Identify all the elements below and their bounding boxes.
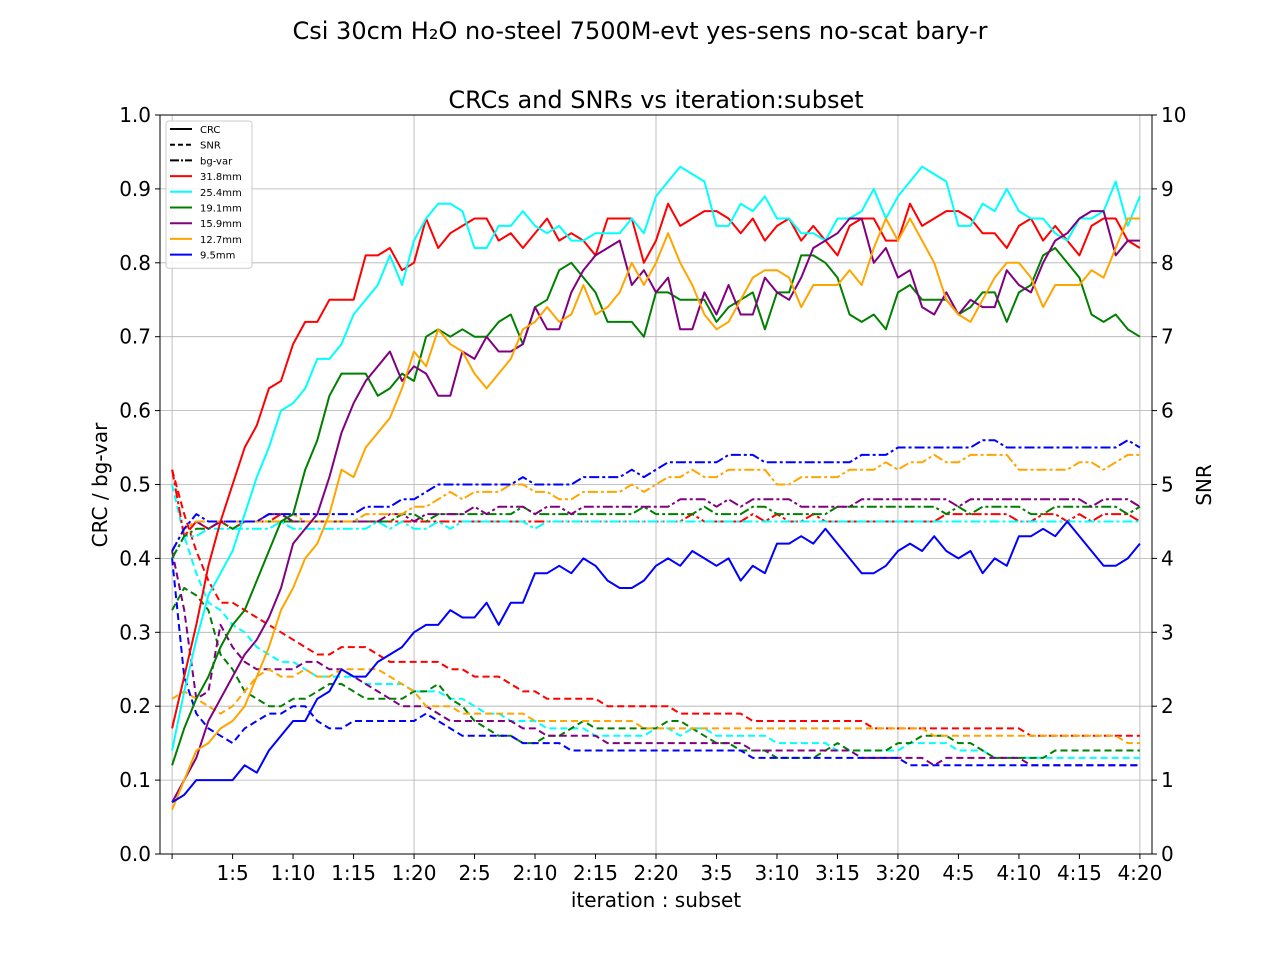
y-tick-label-left: 0.0 xyxy=(119,842,151,866)
y-tick-label-right: 0 xyxy=(1161,842,1174,866)
x-tick-label: 2:20 xyxy=(634,861,679,885)
y-axis-label-left: CRC / bg-var xyxy=(88,422,112,547)
legend-box xyxy=(165,120,253,269)
legend-label-9.5mm: 9.5mm xyxy=(200,251,235,262)
snr-line-12.7mm xyxy=(171,668,1140,745)
legend-label-25.4mm: 25.4mm xyxy=(200,188,242,199)
x-tick-label: 1:10 xyxy=(271,861,316,885)
x-tick-label: 1:20 xyxy=(392,861,437,885)
x-axis-label: iteration : subset xyxy=(571,888,741,912)
snr-line-9.5mm xyxy=(171,558,1140,767)
series-lines xyxy=(171,165,1141,811)
y-tick-label-left: 0.7 xyxy=(119,325,151,349)
snr-line-15.9mm xyxy=(171,550,1140,767)
y-tick-label-right: 5 xyxy=(1161,473,1174,497)
y-tick-label-right: 9 xyxy=(1161,177,1174,201)
legend: CRC SNR bg-var 31.8mm 25.4mm 19.1mm 15.9mm 12.7… xyxy=(165,120,253,269)
y-tick-label-left: 0.4 xyxy=(119,546,151,570)
y-axis-label-right: SNR xyxy=(1192,464,1216,506)
x-tick-label: 4:10 xyxy=(996,861,1041,885)
x-tick-label: 1:5 xyxy=(216,861,248,885)
y-tick-label-left: 0.2 xyxy=(119,694,151,718)
bg-var-line-25.4mm xyxy=(171,520,1140,559)
y-tick-label-left: 0.6 xyxy=(119,399,151,423)
y-tick-label-right: 6 xyxy=(1161,399,1174,423)
crc-line-12.7mm xyxy=(171,217,1140,811)
x-tick-label: 4:15 xyxy=(1057,861,1102,885)
x-tick-label: 2:15 xyxy=(573,861,618,885)
crc-line-15.9mm xyxy=(171,210,1140,803)
y-tick-label-left: 0.8 xyxy=(119,251,151,275)
y-tick-label-right: 8 xyxy=(1161,251,1174,275)
legend-label-bg-var: bg-var xyxy=(200,156,233,167)
bg-var-line-12.7mm xyxy=(171,453,1140,552)
y-tick-label-right: 1 xyxy=(1161,768,1174,792)
y-tick-label-left: 0.9 xyxy=(119,177,151,201)
crc-line-31.8mm xyxy=(171,202,1141,729)
x-tick-label: 3:15 xyxy=(815,861,860,885)
y-tick-label-right: 2 xyxy=(1161,694,1174,718)
figure-suptitle: Csi 30cm H₂O no-steel 7500M-evt yes-sens… xyxy=(293,17,988,45)
bg-var-line-9.5mm xyxy=(171,439,1141,552)
legend-label-15.9mm: 15.9mm xyxy=(200,219,242,230)
y-tick-label-right: 4 xyxy=(1161,546,1174,570)
x-tick-label: 2:5 xyxy=(458,861,490,885)
legend-label-31.8mm: 31.8mm xyxy=(200,172,242,183)
axes: 0.0 0.1 0.2 0.3 0.4 0.5 0.6 0.7 0.8 0.9 1.0 0 1 2 3 4 5 6… xyxy=(119,103,1186,885)
chart-title: CRCs and SNRs vs iteration:subset xyxy=(448,86,863,114)
x-tick-label: 4:5 xyxy=(942,861,974,885)
x-tick-label: 3:10 xyxy=(755,861,800,885)
y-tick-label-left: 0.3 xyxy=(119,620,151,644)
y-tick-label-right: 7 xyxy=(1161,325,1174,349)
legend-label-CRC: CRC xyxy=(200,125,220,136)
crc-line-9.5mm xyxy=(171,520,1141,804)
legend-label-19.1mm: 19.1mm xyxy=(200,204,242,215)
legend-label-12.7mm: 12.7mm xyxy=(200,235,242,246)
y-tick-label-left: 1.0 xyxy=(119,103,151,127)
y-tick-label-right: 10 xyxy=(1161,103,1186,127)
legend-label-SNR: SNR xyxy=(200,141,221,152)
x-tick-label: 3:5 xyxy=(700,861,732,885)
bg-var-line-19.1mm xyxy=(171,505,1141,559)
x-tick-label: 4:20 xyxy=(1117,861,1162,885)
x-tick-label: 2:10 xyxy=(513,861,558,885)
y-tick-label-right: 3 xyxy=(1161,620,1174,644)
snr-line-31.8mm xyxy=(171,469,1140,737)
y-tick-label-left: 0.1 xyxy=(119,768,151,792)
y-tick-label-left: 0.5 xyxy=(119,473,151,497)
crc-line-25.4mm xyxy=(171,165,1141,751)
x-tick-label: 1:15 xyxy=(331,861,376,885)
x-tick-label: 3:20 xyxy=(875,861,920,885)
